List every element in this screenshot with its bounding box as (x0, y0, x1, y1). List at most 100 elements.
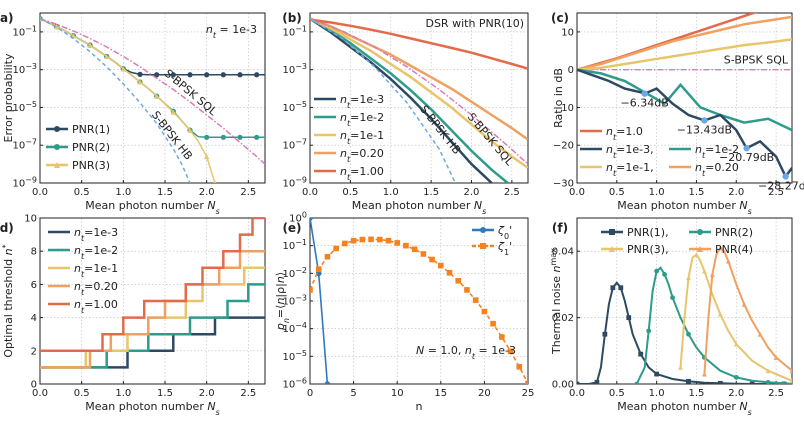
data-point (662, 272, 667, 277)
x-tick-label: 10 (391, 388, 404, 399)
data-point (394, 240, 400, 246)
text-span: n (74, 280, 81, 293)
y-tick-label: 10−3 (282, 62, 307, 77)
x-tick-label: 1.5 (688, 187, 704, 198)
panel-label: (b) (282, 11, 302, 25)
plot-area (310, 218, 528, 384)
panel-f: 0.0 0.5 1.0 1.5 2.0 2.5 0.00 0.02 0.04 Mean photo… (549, 217, 793, 417)
panel-d: 0.0 0.5 1.0 1.5 2.0 2.5 0 2 4 6 8 10 Mean photon num… (0, 214, 266, 417)
legend-item-label: nt=1.00 (340, 165, 384, 182)
legend-item-label: nt=1e-2 (340, 111, 384, 128)
y-tick-label: −10 (553, 103, 574, 114)
data-point (154, 72, 160, 78)
panel-label: (e) (282, 221, 301, 235)
text-span: −1 (295, 238, 307, 247)
data-point (137, 71, 143, 77)
min-label: −20.79dB (719, 151, 774, 164)
legend-item-label: nt=0.20 (74, 280, 118, 297)
x-tick-label: 5 (350, 388, 356, 399)
data-point (204, 134, 210, 140)
x-tick-label: 2.5 (504, 187, 520, 198)
y-tick-label: 100 (289, 210, 307, 225)
text-span: −1 (295, 24, 307, 33)
data-point (170, 72, 176, 78)
text-span: Error probability (2, 53, 15, 142)
legend-item-label: PNR(3), (627, 243, 669, 256)
y-axis-label: Ratio in dB (552, 68, 565, 128)
data-point (789, 378, 792, 384)
series-line-PNR(3) (40, 18, 216, 183)
data-point (324, 253, 331, 260)
x-tick-label: 2.0 (728, 187, 744, 198)
data-point (87, 42, 93, 48)
text-span: n (695, 161, 702, 174)
text-span: n (340, 93, 347, 106)
text-span: Mean photon number (85, 400, 207, 413)
text-span: n (206, 23, 213, 36)
text-span: n (606, 125, 613, 138)
text-span: −7 (25, 137, 37, 146)
legend-item-label: nt=0.20 (695, 161, 739, 178)
text-span: t (81, 234, 85, 243)
text-span: t (613, 169, 617, 178)
data-point (324, 381, 331, 384)
text-span: PNR(1), (627, 226, 669, 239)
text-span: 1 (504, 248, 509, 257)
text-span: 0 (302, 210, 307, 219)
series-line-n_t=1e-3 (310, 17, 493, 183)
text-span: n (74, 226, 81, 239)
text-span: −2 (295, 265, 307, 274)
text-span: N (739, 199, 747, 212)
data-point (717, 380, 723, 384)
text-span: 0.00 (552, 380, 574, 391)
text-span: t (702, 151, 706, 160)
series-line-n_t=0.20 (310, 17, 528, 141)
y-tick-label: −30 (553, 179, 574, 190)
text-span: 10 (282, 103, 295, 114)
y-tick-label: 10−1 (282, 24, 307, 39)
text-span: n (74, 262, 81, 275)
data-point (741, 301, 747, 307)
data-point (594, 379, 600, 384)
series-line-n_t=1.00 (310, 18, 528, 70)
legend-item-marker (609, 229, 615, 235)
plot-area (577, 245, 792, 384)
text-span: −5 (295, 348, 307, 357)
text-span: = 1e-3 (475, 344, 516, 357)
text-span: 10 (282, 241, 295, 252)
text-span: n (2, 248, 15, 255)
legend-item-label: PNR(3) (72, 159, 110, 172)
text-span: 10 (12, 141, 25, 152)
legend-item-label: nt=1e-1 (74, 262, 118, 279)
y-tick-label: 0.02 (552, 313, 574, 324)
x-tick-label: 1.0 (383, 187, 399, 198)
data-point (455, 278, 462, 284)
legend-item-label: PNR(2) (715, 226, 753, 239)
text-span: Mean photon number (617, 400, 739, 413)
text-span: * (1, 244, 10, 248)
y-tick-label: 10−7 (12, 137, 37, 152)
y-tick-label: 10−9 (282, 175, 307, 190)
data-point (507, 348, 514, 355)
y-tick-label: 10−1 (282, 238, 307, 253)
legend-item-label: PNR(1), (627, 226, 669, 239)
data-point (481, 308, 488, 315)
y-tick-label: 0.04 (552, 247, 574, 258)
text-span: 10 (282, 380, 295, 391)
text-span: 10 (282, 141, 295, 152)
text-span: 10 (12, 65, 25, 76)
text-span: 8 (31, 247, 37, 258)
legend-item-marker (54, 126, 60, 132)
text-span: n (282, 318, 291, 323)
legend-item-label: nt=1e-3 (340, 93, 384, 110)
text-span: ⟩ (274, 272, 287, 276)
y-tick-label: 10−5 (12, 99, 37, 114)
data-point (757, 331, 763, 337)
text-span: n (274, 276, 287, 283)
text-span: =1e-2 (84, 244, 118, 257)
data-point (694, 252, 699, 257)
text-span: =1e-1 (84, 262, 118, 275)
text-span: t (613, 133, 617, 142)
